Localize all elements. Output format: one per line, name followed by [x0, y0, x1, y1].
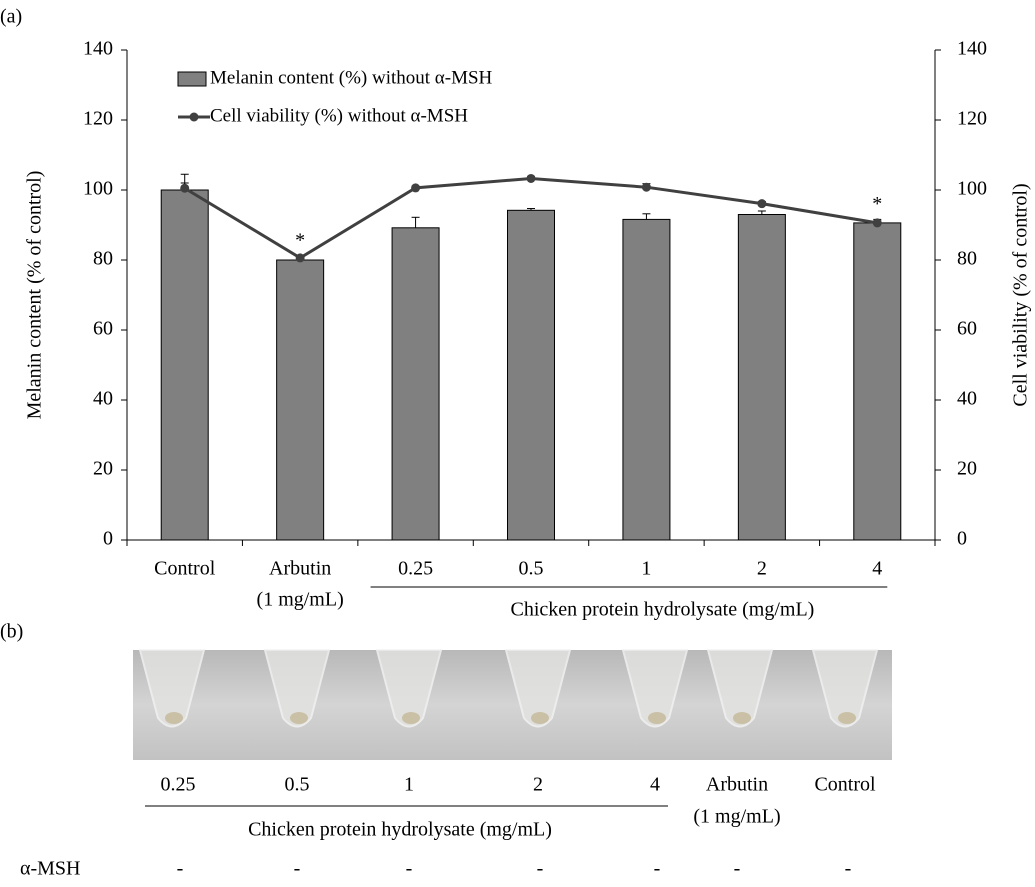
x-tick-label: 2	[757, 558, 767, 580]
significance-label: *	[295, 230, 305, 252]
y2-tick-label: 20	[957, 458, 977, 480]
tube	[263, 649, 331, 728]
row-value: -	[294, 858, 301, 880]
tube-pellet	[165, 712, 183, 724]
y-tick-label: 100	[83, 178, 113, 200]
tube-pellet	[838, 712, 856, 724]
legend-swatch	[177, 71, 207, 87]
tube-label: 1	[404, 774, 414, 796]
tube-pellet	[531, 712, 549, 724]
row-value: -	[654, 858, 661, 880]
row-label: α-MSH	[20, 858, 81, 880]
y2-tick-label: 0	[957, 528, 967, 550]
y2-tick-label: 80	[957, 248, 977, 270]
y2-tick-label: 140	[957, 38, 987, 60]
panel-label: (a)	[0, 6, 22, 28]
line-point	[180, 183, 190, 193]
bar	[622, 218, 671, 541]
y2-tick-label: 120	[957, 108, 987, 130]
row-value: -	[177, 858, 184, 880]
tube-pellet	[290, 712, 308, 724]
x-tick-label: 1	[641, 558, 651, 580]
y2-tick-label: 60	[957, 318, 977, 340]
tube-pellet	[733, 712, 751, 724]
bar	[507, 209, 555, 541]
bar	[737, 214, 786, 541]
x-tick-sublabel: (1 mg/mL)	[257, 589, 344, 611]
bar	[853, 222, 902, 541]
y-tick-label: 60	[93, 318, 113, 340]
legend-label: Melanin content (%) without α-MSH	[210, 67, 493, 88]
tube-label: 2	[533, 774, 543, 796]
line-point	[526, 173, 536, 183]
y-tick-label: 80	[93, 248, 113, 270]
y-tick-label: 40	[93, 388, 113, 410]
y-tick-label: 20	[93, 458, 113, 480]
row-value: -	[406, 858, 413, 880]
tube-sublabel: (1 mg/mL)	[693, 806, 780, 828]
y2-tick-label: 100	[957, 178, 987, 200]
line-point	[872, 218, 882, 228]
row-value: -	[537, 858, 544, 880]
tube	[706, 649, 774, 728]
tube-label: Control	[814, 774, 876, 796]
significance-label: *	[872, 193, 882, 215]
y-axis-title: Melanin content (% of control)	[24, 171, 46, 420]
row-value: -	[845, 858, 852, 880]
line-point	[411, 183, 421, 193]
group-label: Chicken protein hydrolysate (mg/mL)	[248, 819, 552, 841]
tube	[375, 649, 443, 728]
x-tick-label: Control	[154, 558, 216, 580]
tubes	[138, 649, 879, 728]
tube-label: 0.5	[285, 774, 310, 796]
x-tick-label: Arbutin	[269, 558, 331, 580]
tube-label: Arbutin	[706, 774, 768, 796]
y-tick-label: 140	[83, 38, 113, 60]
row-value: -	[734, 858, 741, 880]
line-point	[641, 182, 651, 192]
legend-marker	[189, 112, 199, 122]
panel-label: (b)	[0, 621, 23, 643]
y-tick-label: 120	[83, 108, 113, 130]
x-tick-label: 0.5	[519, 558, 544, 580]
line-point	[757, 199, 767, 209]
tube	[138, 649, 206, 728]
bar	[276, 259, 325, 541]
legend-label: Cell viability (%) without α-MSH	[210, 105, 468, 126]
group-label: Chicken protein hydrolysate (mg/mL)	[511, 599, 815, 621]
tube-pellet	[402, 712, 420, 724]
tube-pellet	[648, 712, 666, 724]
tube-label: 4	[650, 774, 660, 796]
tube	[504, 649, 572, 728]
x-tick-label: 4	[872, 558, 882, 580]
x-tick-label: 0.25	[398, 558, 433, 580]
tube	[621, 649, 689, 728]
y-tick-label: 0	[103, 528, 113, 550]
tube-label: 0.25	[161, 774, 196, 796]
y2-axis-title: Cell viability (% of control)	[1010, 183, 1032, 406]
bar	[160, 189, 209, 541]
line-point	[295, 253, 305, 263]
tube	[811, 649, 879, 728]
bar	[391, 227, 440, 541]
y2-tick-label: 40	[957, 388, 977, 410]
